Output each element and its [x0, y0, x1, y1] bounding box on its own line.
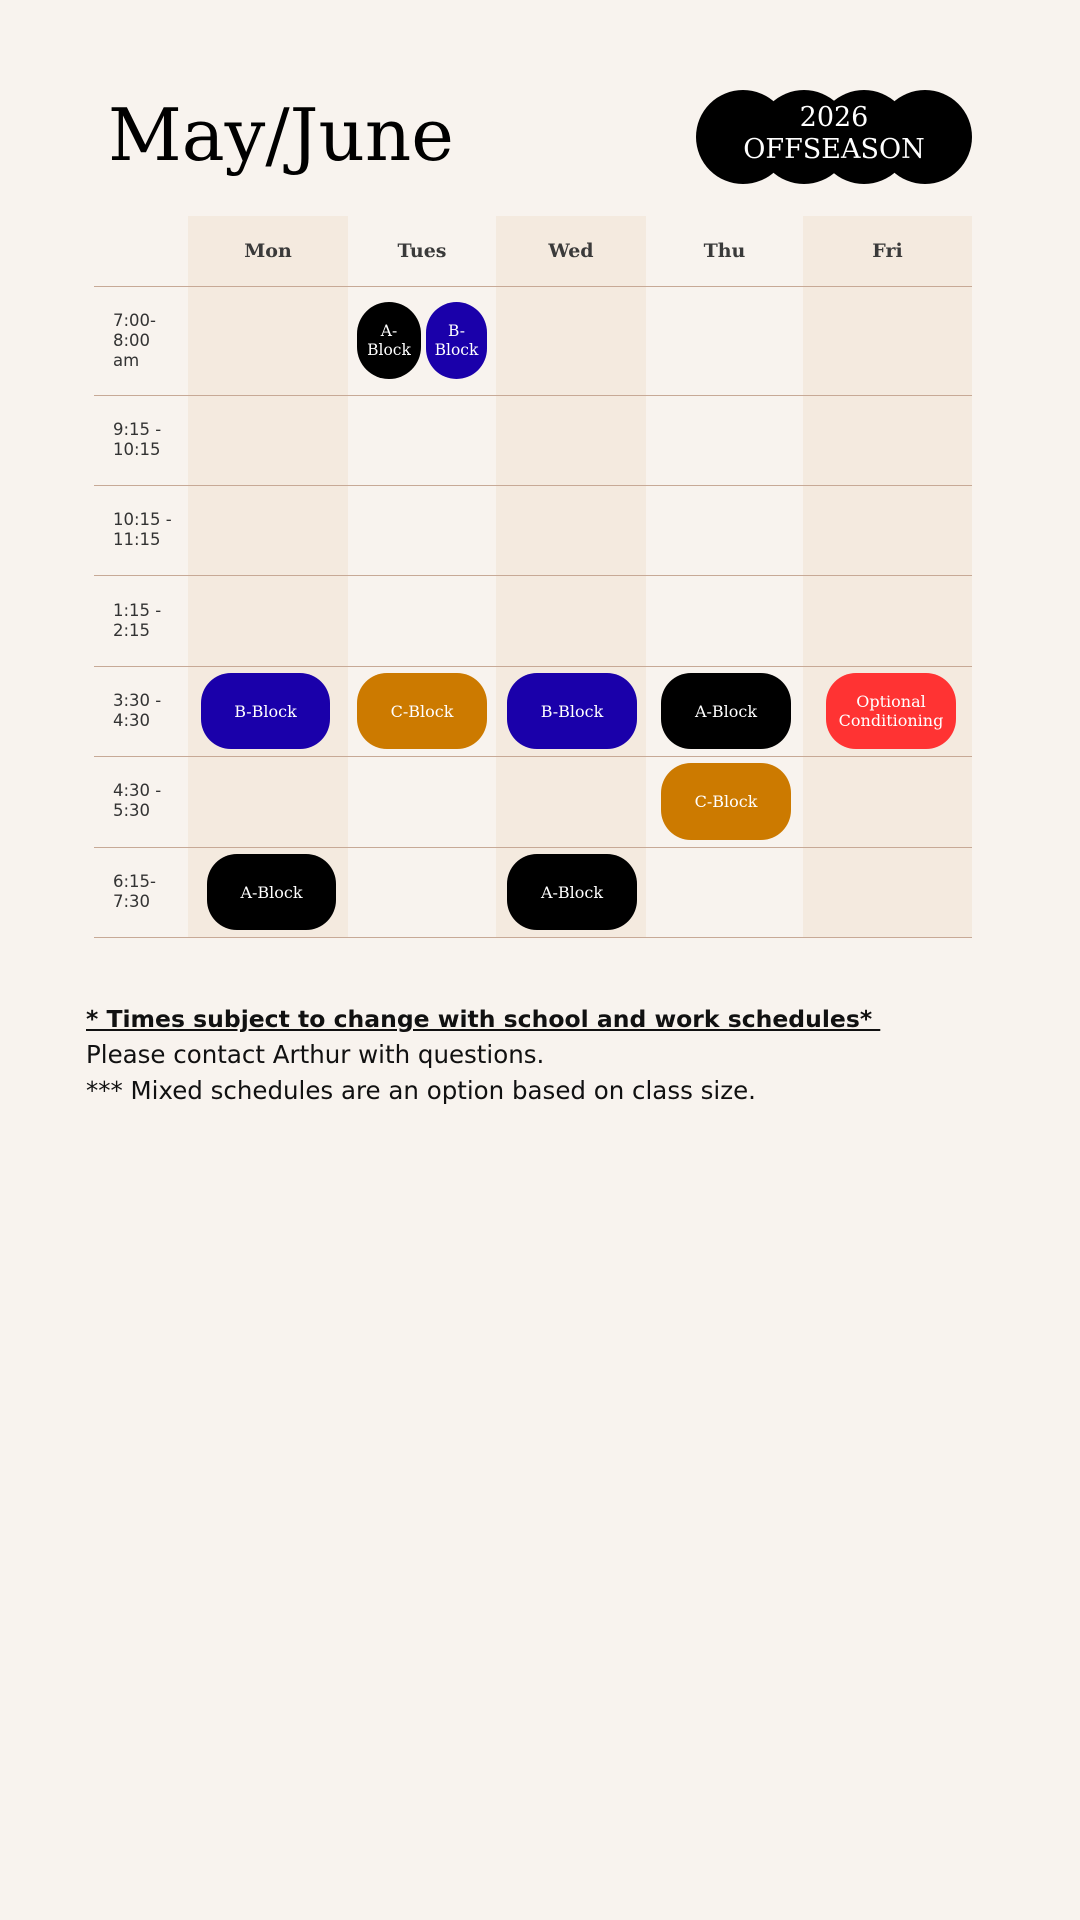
block-optional-conditioning-fri[interactable]: Optional Conditioning: [826, 673, 956, 749]
block-a-mon-evening[interactable]: A-Block: [207, 854, 336, 930]
badge-blob: [878, 90, 972, 184]
note-mixed-schedules: *** Mixed schedules are an option based …: [86, 1076, 756, 1105]
time-label: 9:15 - 10:15: [113, 420, 162, 459]
block-a-thu[interactable]: A-Block: [661, 673, 791, 749]
row-divider: [94, 666, 972, 667]
row-divider: [94, 286, 972, 287]
time-label: 1:15 - 2:15: [113, 601, 162, 640]
block-b-mon[interactable]: B-Block: [201, 673, 330, 749]
page-title: May/June: [108, 93, 454, 177]
day-header-thu: Thu: [703, 240, 746, 262]
badge-label: OFFSEASON: [743, 134, 925, 165]
schedule-notes: * Times subject to change with school an…: [86, 1001, 986, 1109]
time-label: 6:15- 7:30: [113, 872, 157, 911]
time-label: 3:30 - 4:30: [113, 691, 162, 730]
column-shade-wed: [496, 216, 646, 938]
day-header-tues: Tues: [397, 240, 447, 262]
day-header-wed: Wed: [548, 240, 594, 262]
row-divider: [94, 937, 972, 938]
row-divider: [94, 395, 972, 396]
column-shade-fri: [803, 216, 972, 938]
block-c-tues[interactable]: C-Block: [357, 673, 487, 749]
day-header-fri: Fri: [872, 240, 903, 262]
block-b-wed[interactable]: B-Block: [507, 673, 637, 749]
badge-year: 2026: [799, 102, 869, 133]
schedule-grid: Mon Tues Wed Thu Fri 7:00- 8:00 am 9:15 …: [94, 216, 972, 938]
time-label: 4:30 - 5:30: [113, 781, 162, 820]
time-label: 10:15 - 11:15: [113, 510, 172, 549]
offseason-badge: 2026 OFFSEASON: [696, 90, 972, 184]
note-contact: Please contact Arthur with questions.: [86, 1040, 545, 1069]
time-label: 7:00- 8:00 am: [113, 311, 157, 370]
row-divider: [94, 575, 972, 576]
day-header-mon: Mon: [244, 240, 292, 262]
badge-text: 2026 OFFSEASON: [696, 102, 972, 166]
block-a-wed-evening[interactable]: A-Block: [507, 854, 637, 930]
block-b-tues-morning[interactable]: B- Block: [426, 302, 487, 379]
column-shade-mon: [188, 216, 348, 938]
row-divider: [94, 485, 972, 486]
row-divider: [94, 756, 972, 757]
block-a-tues-morning[interactable]: A- Block: [357, 302, 421, 379]
row-divider: [94, 847, 972, 848]
note-times-subject-to-change: * Times subject to change with school an…: [86, 1005, 881, 1033]
block-c-thu[interactable]: C-Block: [661, 763, 791, 840]
